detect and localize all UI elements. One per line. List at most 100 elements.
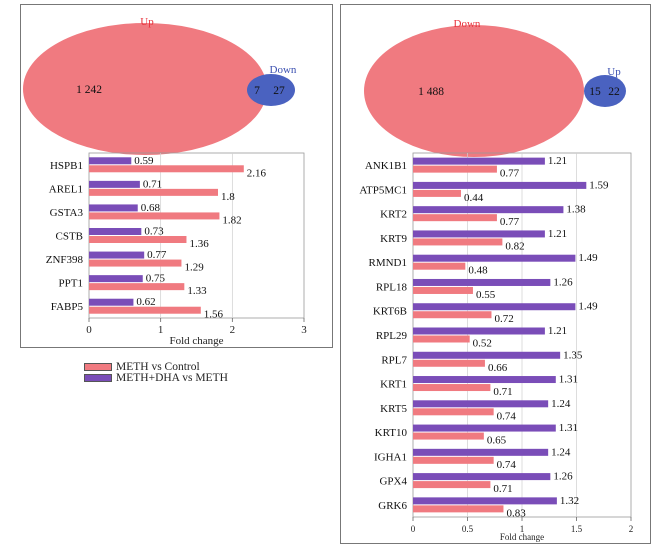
data-label-meth-vs-control: 0.65 [487, 435, 507, 447]
category-label: AREL1 [49, 183, 83, 195]
category-label: RPL18 [376, 281, 408, 293]
bar-meth-dha-vs-meth [413, 424, 556, 432]
legend-item-meth-vs-control: METH vs Control [84, 361, 228, 373]
plot-frame [88, 152, 305, 319]
category-label: GSTA3 [50, 207, 84, 219]
data-label-meth-vs-control: 1.82 [222, 214, 241, 226]
right-panel: Down Up 1 488 15 22 0 0.5 1 1.5 2 Fold change… [340, 4, 651, 544]
data-label-meth-dha-vs-meth: 1.21 [548, 155, 567, 167]
data-label-meth-vs-control: 0.44 [464, 192, 484, 204]
data-label-meth-dha-vs-meth: 1.32 [560, 495, 579, 507]
bar-meth-dha-vs-meth [413, 497, 557, 505]
data-label-meth-vs-control: 0.77 [500, 216, 520, 228]
right-venn: Down Up 1 488 15 22 [364, 18, 626, 157]
bar-meth-vs-control [89, 212, 220, 220]
x-tick-label: 0 [411, 524, 416, 534]
venn-overlap-count: 15 [589, 86, 601, 98]
venn-down-label: Down [454, 18, 481, 30]
category-label: KRT5 [380, 403, 407, 415]
category-label: ATP5MC1 [359, 184, 407, 196]
bar-meth-dha-vs-meth [413, 181, 587, 189]
left-panel: Up Down 1 242 7 27 0 1 2 3 Fold change HSPB1 0… [20, 4, 333, 348]
data-label-meth-dha-vs-meth: 0.62 [136, 296, 155, 308]
category-label: CSTB [55, 231, 83, 243]
data-label-meth-vs-control: 1.29 [184, 262, 204, 274]
x-tick-label: 0 [86, 324, 92, 336]
category-label: RPL7 [381, 354, 407, 366]
data-label-meth-dha-vs-meth: 1.31 [559, 374, 578, 386]
x-axis-label: Fold change [169, 335, 223, 347]
data-label-meth-vs-control: 0.71 [493, 386, 512, 398]
category-label: KRT2 [380, 209, 407, 221]
bar-meth-vs-control [89, 259, 182, 267]
venn-overlap-count: 7 [254, 85, 260, 97]
left-venn: Up Down 1 242 7 27 [23, 16, 297, 155]
data-label-meth-dha-vs-meth: 0.73 [144, 226, 164, 238]
bar-meth-dha-vs-meth [413, 400, 549, 408]
bar-meth-vs-control [89, 236, 187, 243]
data-label-meth-dha-vs-meth: 0.71 [143, 178, 162, 190]
bar-meth-dha-vs-meth [413, 473, 551, 481]
category-label: KRT6B [373, 306, 407, 318]
x-tick-label: 0.5 [462, 524, 474, 534]
bar-meth-dha-vs-meth [413, 303, 576, 311]
bar-meth-dha-vs-meth [413, 230, 545, 238]
category-label: GRK6 [378, 500, 407, 512]
bar-meth-dha-vs-meth [89, 228, 142, 235]
category-label: FABP5 [51, 301, 84, 313]
bar-meth-dha-vs-meth [89, 204, 138, 212]
venn-down-label: Down [270, 64, 297, 76]
data-label-meth-vs-control: 0.77 [500, 168, 520, 180]
bar-meth-vs-control [413, 456, 494, 464]
bar-meth-dha-vs-meth [89, 157, 132, 165]
data-label-meth-vs-control: 0.83 [506, 507, 526, 519]
right-bar-chart: 0 0.5 1 1.5 2 Fold change ANK1B1 1.21 0.77 ATP5MC… [359, 152, 633, 542]
bar-meth-dha-vs-meth [413, 376, 556, 384]
category-label: IGHA1 [374, 451, 407, 463]
x-tick-label: 3 [301, 324, 307, 336]
legend: METH vs Control METH+DHA vs METH [84, 361, 228, 384]
data-label-meth-dha-vs-meth: 1.59 [589, 179, 609, 191]
bar-meth-vs-control [413, 262, 466, 270]
bar-meth-vs-control [89, 283, 185, 291]
bar-meth-vs-control [413, 214, 497, 222]
x-tick-label: 1 [520, 524, 525, 534]
data-label-meth-vs-control: 1.56 [204, 309, 224, 321]
bar-meth-dha-vs-meth [89, 180, 140, 188]
data-label-meth-dha-vs-meth: 1.31 [559, 422, 578, 434]
x-axis-label: Fold change [500, 532, 544, 542]
data-label-meth-dha-vs-meth: 1.24 [551, 398, 571, 410]
legend-label-meth-dha-vs-meth: METH+DHA vs METH [116, 371, 228, 384]
category-label: ZNF398 [46, 254, 84, 266]
data-label-meth-dha-vs-meth: 1.49 [578, 252, 598, 264]
data-label-meth-vs-control: 0.74 [497, 410, 517, 422]
bar-meth-dha-vs-meth [89, 275, 143, 283]
bar-meth-vs-control [413, 432, 484, 440]
data-label-meth-vs-control: 0.71 [493, 483, 512, 495]
data-label-meth-dha-vs-meth: 0.75 [146, 273, 166, 285]
bar-meth-dha-vs-meth [413, 448, 549, 456]
bar-meth-vs-control [413, 286, 473, 294]
data-label-meth-dha-vs-meth: 1.21 [548, 228, 567, 240]
data-label-meth-vs-control: 0.66 [488, 362, 508, 374]
venn-down-count: 27 [273, 85, 285, 97]
bar-meth-vs-control [89, 306, 201, 314]
category-label: RMND1 [368, 257, 407, 269]
data-label-meth-dha-vs-meth: 1.38 [566, 204, 586, 216]
right-figure: Down Up 1 488 15 22 0 0.5 1 1.5 2 Fold change… [359, 18, 633, 542]
data-label-meth-dha-vs-meth: 1.49 [578, 301, 598, 313]
bar-meth-dha-vs-meth [413, 327, 545, 335]
data-label-meth-vs-control: 0.48 [468, 265, 488, 277]
data-label-meth-dha-vs-meth: 1.26 [553, 471, 573, 483]
bar-meth-dha-vs-meth [413, 351, 561, 359]
bar-meth-dha-vs-meth [413, 206, 564, 214]
category-label: HSPB1 [50, 160, 83, 172]
bar-meth-vs-control [413, 238, 503, 246]
bar-meth-vs-control [413, 359, 485, 367]
data-label-meth-dha-vs-meth: 1.21 [548, 325, 567, 337]
category-label: RPL29 [376, 330, 408, 342]
category-label: ANK1B1 [365, 160, 407, 172]
data-label-meth-vs-control: 1.8 [221, 191, 235, 203]
x-tick-label: 1 [158, 324, 164, 336]
data-label-meth-dha-vs-meth: 1.26 [553, 276, 573, 288]
